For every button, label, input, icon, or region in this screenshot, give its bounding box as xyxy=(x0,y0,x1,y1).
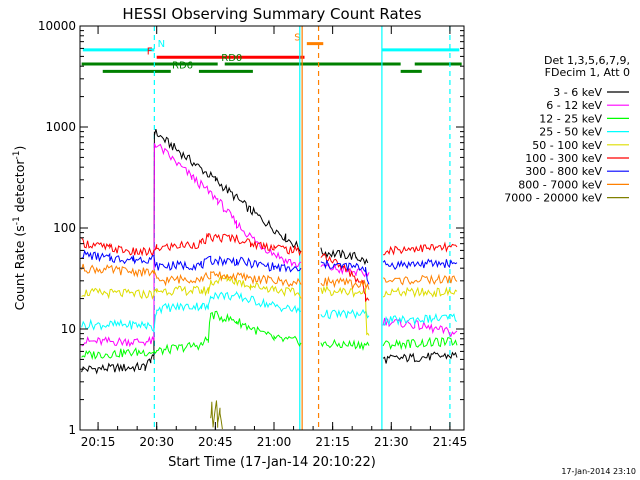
x-axis-label: Start Time (17-Jan-14 20:10:22) xyxy=(168,455,376,470)
series-line-4 xyxy=(81,274,458,336)
footer-date: 17-Jan-2014 23:10 xyxy=(561,467,636,476)
flag-label-rd6: RD6 xyxy=(172,60,193,71)
legend-label-0: 3 - 6 keV xyxy=(553,86,602,99)
y-axis-label-mid: detector xyxy=(12,159,27,217)
legend-label-6: 300 - 800 keV xyxy=(525,165,602,178)
series-line-0 xyxy=(81,128,458,375)
x-axis: 20:15 20:30 20:45 21:00 21:15 21:30 21:45 xyxy=(81,26,467,449)
x-tick-label-2: 20:45 xyxy=(198,435,233,449)
flag-label-s: S xyxy=(294,33,300,44)
x-tick-label-6: 21:45 xyxy=(433,435,468,449)
chart-title: HESSI Observing Summary Count Rates xyxy=(122,5,421,23)
flag-label-rd0: RD0 xyxy=(221,53,242,64)
legend-label-1: 6 - 12 keV xyxy=(546,99,602,112)
y-tick-label-2: 100 xyxy=(53,221,76,235)
legend-label-2: 12 - 25 keV xyxy=(539,112,602,125)
y-axis-label: Count Rate (s-1 detector-1) xyxy=(12,146,27,311)
flag-label-f: F xyxy=(147,46,153,57)
legend-label-7: 800 - 7000 keV xyxy=(518,178,602,191)
y-tick-label-4: 10000 xyxy=(38,19,76,33)
legend-label-3: 25 - 50 keV xyxy=(539,126,602,139)
series-line-2 xyxy=(81,310,458,361)
y-axis-label-sup1: -1 xyxy=(12,216,22,225)
x-tick-label-5: 21:30 xyxy=(374,435,409,449)
series-lines xyxy=(81,128,458,430)
y-tick-label-1: 10 xyxy=(61,322,76,336)
y-tick-label-0: 1 xyxy=(68,423,76,437)
legend-header-0: Det 1,3,5,6,7,9, xyxy=(544,54,630,67)
x-tick-label-4: 21:15 xyxy=(315,435,350,449)
legend-label-8: 7000 - 20000 keV xyxy=(504,192,602,205)
x-tick-label-1: 20:30 xyxy=(139,435,174,449)
flag-bars: N S F RD0 RD6 xyxy=(81,33,462,73)
series-line-7 xyxy=(81,263,458,291)
marker-lines xyxy=(153,26,451,430)
legend-label-4: 50 - 100 keV xyxy=(532,139,602,152)
y-tick-label-3: 1000 xyxy=(45,120,76,134)
series-line-3 xyxy=(81,290,458,333)
legend-header-1: FDecim 1, Att 0 xyxy=(545,66,630,79)
y-axis-label-end: ) xyxy=(12,146,27,151)
flag-label-n: N xyxy=(158,39,165,50)
y-axis: 1 10 100 1000 10000 xyxy=(38,19,464,437)
y-axis-label-main: Count Rate (s xyxy=(12,225,27,310)
x-tick-label-3: 21:00 xyxy=(257,435,292,449)
series-line-8 xyxy=(210,400,223,430)
y-axis-label-sup2: -1 xyxy=(12,151,22,160)
legend-label-5: 100 - 300 keV xyxy=(525,152,602,165)
legend: Det 1,3,5,6,7,9,FDecim 1, Att 0 3 - 6 keV… xyxy=(504,54,630,205)
x-tick-label-0: 20:15 xyxy=(81,435,116,449)
series-line-5 xyxy=(81,232,458,302)
series-line-6 xyxy=(81,249,458,285)
